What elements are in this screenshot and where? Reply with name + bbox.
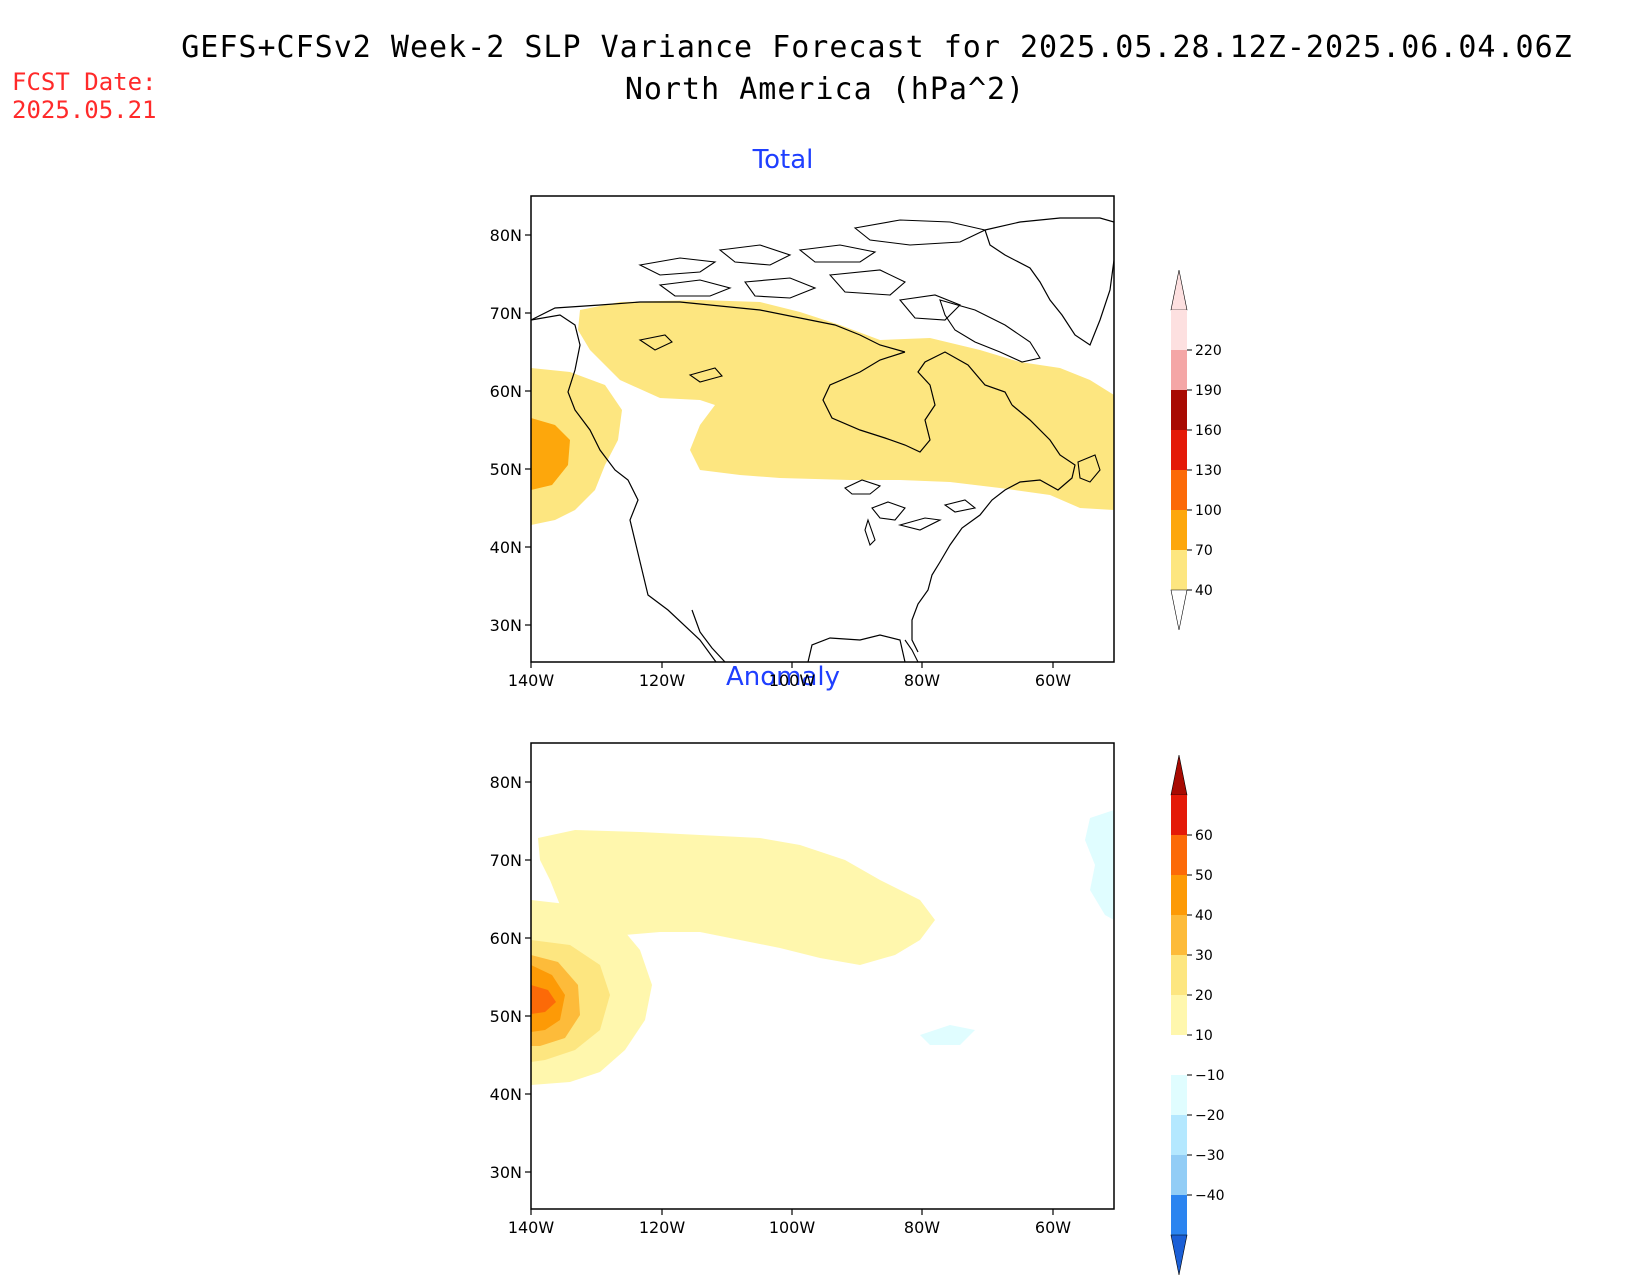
- colorbar-segment: [1171, 390, 1187, 430]
- lat-tick-label: 60N: [490, 382, 522, 401]
- anomaly-neg10-region-east: [1085, 810, 1114, 920]
- lon-tick-label: 60W: [1035, 1218, 1071, 1237]
- colorbar-bottom-extension: [1170, 589, 1188, 631]
- lat-tick-label: 30N: [490, 616, 522, 635]
- axes-anomaly: 80N 70N 60N 50N 40N 30N 140W 120W 100W 80W 60W: [490, 773, 1072, 1237]
- colorbar-label: 30: [1195, 948, 1213, 964]
- colorbar-label: 100: [1195, 503, 1222, 519]
- colorbar-label: 50: [1195, 868, 1213, 884]
- colorbar-label: 60: [1195, 828, 1213, 844]
- lon-tick-label: 120W: [639, 1218, 686, 1237]
- chart-subtitle: North America (hPa^2): [624, 72, 1026, 107]
- axes-total: 80N 70N 60N 50N 40N 30N 140W 120W 100W 80W 60W: [490, 226, 1072, 690]
- colorbar-label: 190: [1195, 383, 1222, 399]
- map-anomaly-frame: [530, 742, 1115, 1210]
- colorbar-top-extension: [1170, 754, 1188, 796]
- lat-tick-label: 40N: [490, 1085, 522, 1104]
- lat-tick-label: 70N: [490, 851, 522, 870]
- colorbar-segment: [1171, 795, 1187, 835]
- total-40-region-west: [531, 368, 622, 525]
- colorbar-label: 10: [1195, 1028, 1213, 1044]
- colorbar-segment: [1171, 310, 1187, 350]
- lat-tick-label: 50N: [490, 460, 522, 479]
- colorbar-label: −30: [1195, 1148, 1225, 1164]
- colorbar-label: 220: [1195, 343, 1222, 359]
- lon-tick-label: 140W: [508, 1218, 555, 1237]
- anomaly-50-region: [531, 985, 556, 1014]
- lat-tick-label: 70N: [490, 304, 522, 323]
- chart-title: GEFS+CFSv2 Week-2 SLP Variance Forecast …: [181, 30, 1573, 65]
- lon-tick-label: 120W: [639, 671, 686, 690]
- lat-tick-label: 80N: [490, 226, 522, 245]
- lon-tick-label: 100W: [769, 671, 816, 690]
- colorbar-label: −40: [1195, 1188, 1225, 1204]
- map-anomaly-fields: [531, 810, 1114, 1085]
- colorbar-segment: [1171, 470, 1187, 510]
- colorbar-segment: [1171, 875, 1187, 915]
- colorbar-segment: [1171, 835, 1187, 875]
- colorbar-segment: [1171, 430, 1187, 470]
- colorbar-segment: [1171, 1195, 1187, 1235]
- colorbar-label: 40: [1195, 908, 1213, 924]
- colorbar-segment: [1171, 550, 1187, 590]
- lat-tick-label: 80N: [490, 773, 522, 792]
- anomaly-neg10-region-small: [920, 1025, 975, 1045]
- colorbar-label: 160: [1195, 423, 1222, 439]
- lat-tick-label: 60N: [490, 929, 522, 948]
- colorbar-segment: [1171, 1035, 1187, 1075]
- colorbar-label: −20: [1195, 1108, 1225, 1124]
- lon-tick-label: 80W: [904, 671, 940, 690]
- lon-tick-label: 100W: [769, 1218, 816, 1237]
- panel-title-anomaly: Anomaly: [725, 662, 841, 692]
- total-70-region: [531, 418, 570, 490]
- colorbar-segment: [1171, 1075, 1187, 1115]
- panel-title-total: Total: [752, 145, 814, 175]
- fcst-date-value: 2025.05.21: [12, 96, 157, 124]
- map-total-frame: [530, 195, 1115, 663]
- colorbar-label: 70: [1195, 543, 1213, 559]
- anomaly-10-region-north: [538, 830, 935, 965]
- colorbar-segment: [1171, 955, 1187, 995]
- colorbar-label: 40: [1195, 583, 1213, 599]
- lon-tick-label: 80W: [904, 1218, 940, 1237]
- colorbar-segment: [1171, 1155, 1187, 1195]
- colorbar-segment: [1171, 1115, 1187, 1155]
- colorbar-segment: [1171, 915, 1187, 955]
- colorbar-bottom-extension: [1170, 1234, 1188, 1275]
- colorbar-label: 130: [1195, 463, 1222, 479]
- lat-tick-label: 40N: [490, 538, 522, 557]
- lon-tick-label: 140W: [508, 671, 555, 690]
- fcst-date-label: FCST Date:: [12, 68, 157, 96]
- total-40-region-north: [578, 300, 1114, 510]
- colorbar-segment: [1171, 995, 1187, 1035]
- lon-tick-label: 60W: [1035, 671, 1071, 690]
- map-total-fields: [531, 300, 1114, 525]
- colorbar-segment: [1171, 510, 1187, 550]
- colorbar-label: 20: [1195, 988, 1213, 1004]
- colorbar-segment: [1171, 350, 1187, 390]
- colorbar-anomaly: 60 50 40 30 20 10 −10 −20 −30 −40: [1170, 754, 1225, 1275]
- colorbar-top-extension: [1170, 269, 1188, 311]
- lat-tick-label: 50N: [490, 1007, 522, 1026]
- lat-tick-label: 30N: [490, 1163, 522, 1182]
- colorbar-total: 220 190 160 130 100 70 40: [1170, 269, 1222, 631]
- colorbar-label: −10: [1195, 1068, 1225, 1084]
